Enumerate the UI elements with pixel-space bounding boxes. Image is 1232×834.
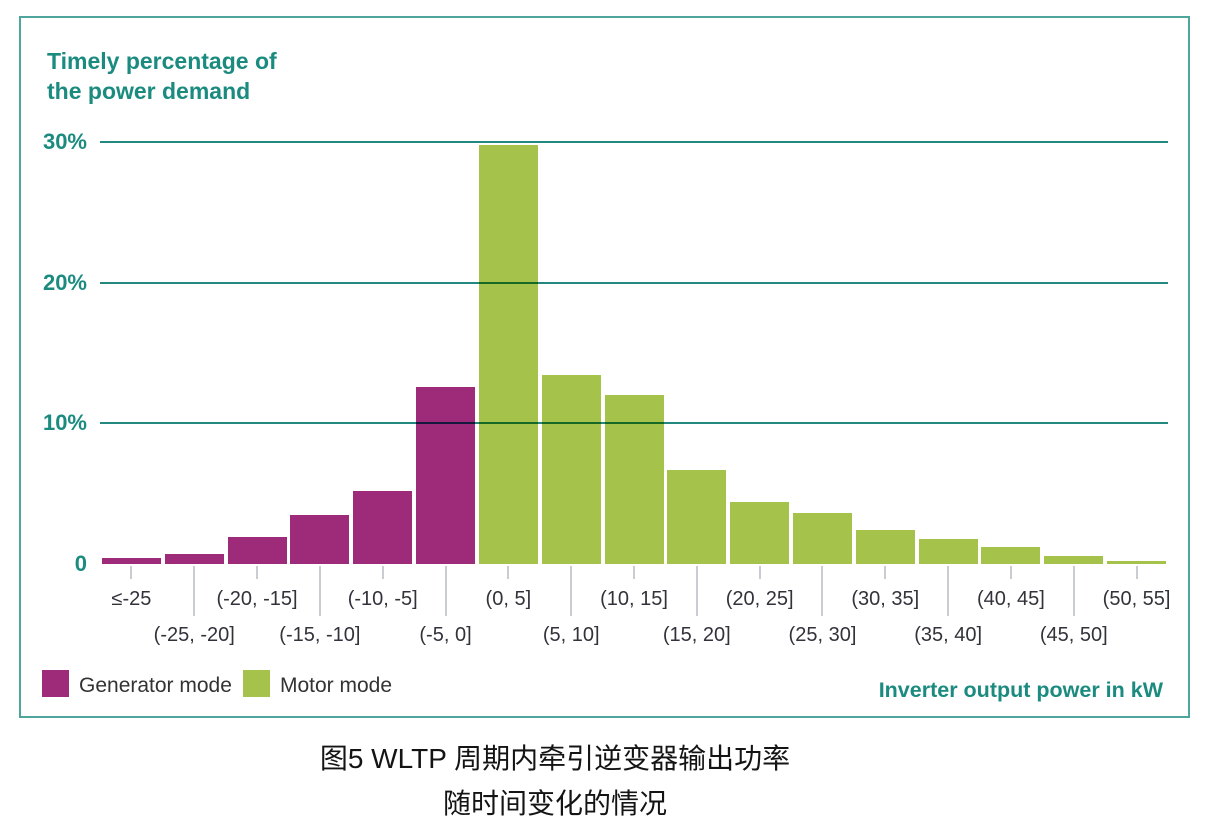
bar-(40, 45] [981, 547, 1041, 564]
bar-(50, 55] [1107, 561, 1167, 564]
x-tick-label-≤-25: ≤-25 [111, 588, 152, 610]
x-tick-label-(45, 50]: (45, 50] [1039, 624, 1108, 646]
x-tick-label-(15, 20]: (15, 20] [662, 624, 731, 646]
gridline-20-percent [100, 281, 1168, 284]
caption-line-1: 图5 WLTP 周期内牵引逆变器输出功率 [319, 743, 791, 774]
bar-≤-25 [101, 558, 161, 564]
x-tick-(50, 55] [1135, 566, 1138, 579]
gridline-10-percent [100, 422, 1168, 425]
bar-(-5, 0] [416, 386, 476, 564]
bar-(5, 10] [541, 375, 601, 564]
x-tick-(0, 5] [507, 566, 510, 579]
x-tick-label-(-25, -20]: (-25, -20] [153, 624, 235, 646]
y-tick-label-20%: 20% [42, 269, 87, 295]
bar-(10, 15] [604, 395, 664, 564]
y-axis-title: Timely percentage of the power demand [47, 46, 277, 106]
motor-mode-swatch [243, 670, 270, 697]
x-axis-title: Inverter output power in kW [878, 678, 1163, 702]
legend: Generator mode Motor mode [21, 670, 1188, 700]
gridline-30-percent [100, 140, 1168, 143]
x-tick-(30, 35] [884, 566, 887, 579]
x-tick-label-(30, 35]: (30, 35] [851, 588, 920, 610]
y-tick-label-0: 0 [74, 551, 87, 576]
x-tick-(25, 30] [821, 566, 824, 616]
bar-(15, 20] [667, 469, 727, 564]
bar-(45, 50] [1044, 555, 1104, 564]
generator-mode-swatch [42, 670, 69, 697]
figure-caption: 图5 WLTP 周期内牵引逆变器输出功率 随时间变化的情况 [0, 736, 1110, 826]
bar-(-10, -5] [353, 490, 413, 564]
x-tick-label-(35, 40]: (35, 40] [914, 624, 983, 646]
bar-(20, 25] [730, 502, 790, 564]
bar-(25, 30] [792, 513, 852, 564]
chart-panel: Timely percentage of the power demand ≤-… [19, 16, 1190, 718]
x-tick-(20, 25] [758, 566, 761, 579]
x-tick-(-5, 0] [444, 566, 447, 616]
y-axis-title-line-1: Timely percentage of [47, 48, 277, 74]
generator-mode-label: Generator mode [79, 674, 232, 697]
x-tick-(45, 50] [1072, 566, 1075, 616]
bar-(-20, -15] [227, 537, 287, 564]
x-tick-label-(20, 25]: (20, 25] [725, 588, 794, 610]
x-tick-label-(10, 15]: (10, 15] [600, 588, 668, 610]
x-tick-label-(0, 5]: (0, 5] [485, 588, 532, 610]
y-tick-label-10%: 10% [42, 410, 87, 436]
bar-(30, 35] [855, 530, 915, 564]
x-tick-(35, 40] [947, 566, 950, 616]
motor-mode-label: Motor mode [280, 674, 393, 697]
x-tick-label-(-20, -15]: (-20, -15] [216, 588, 298, 610]
x-tick-label-(-15, -10]: (-15, -10] [279, 624, 361, 646]
x-tick-label-(40, 45]: (40, 45] [977, 588, 1045, 610]
x-tick-(-10, -5] [381, 566, 384, 579]
plot-area: ≤-25 (-25, -20] (-20, -15] (-15, -10] (-10, … [100, 18, 1171, 678]
x-tick-(15, 20] [695, 566, 698, 616]
x-tick-label-(-5, 0]: (-5, 0] [419, 624, 472, 646]
bar-(35, 40] [918, 538, 978, 564]
x-tick-label-(25, 30]: (25, 30] [788, 624, 857, 646]
x-tick-(-25, -20] [193, 566, 196, 616]
x-tick-(5, 10] [570, 566, 573, 616]
bar-(0, 5] [478, 144, 538, 564]
y-axis-title-line-2: the power demand [47, 78, 251, 104]
x-tick-(10, 15] [633, 566, 635, 579]
bar-(-15, -10] [290, 514, 350, 564]
x-tick-(-20, -15] [256, 566, 259, 579]
x-tick-label-(5, 10]: (5, 10] [542, 624, 600, 646]
bar-(-25, -20] [164, 554, 224, 564]
x-tick-≤-25 [130, 566, 133, 579]
caption-line-2: 随时间变化的情况 [442, 788, 667, 819]
x-tick-label-(50, 55]: (50, 55] [1102, 588, 1171, 610]
y-tick-label-30%: 30% [42, 128, 87, 154]
x-tick-(-15, -10] [318, 566, 321, 616]
x-tick-label-(-10, -5]: (-10, -5] [347, 588, 418, 610]
x-tick-(40, 45] [1009, 566, 1012, 579]
